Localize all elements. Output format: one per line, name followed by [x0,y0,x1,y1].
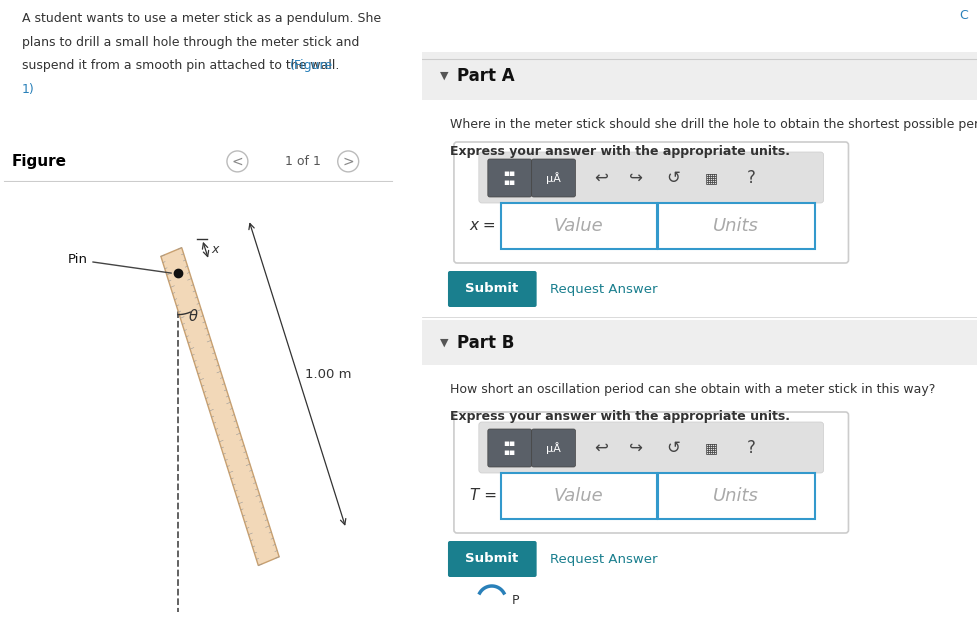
Text: Part A: Part A [457,67,515,85]
Text: $\theta$: $\theta$ [188,309,198,325]
Text: ?: ? [746,169,755,187]
Text: ↩: ↩ [594,439,609,457]
Text: x =: x = [470,219,496,233]
Text: 1 of 1: 1 of 1 [285,155,320,168]
Text: ▦: ▦ [704,441,717,455]
Text: Value: Value [554,217,604,235]
Text: Request Answer: Request Answer [550,553,658,566]
Text: Pin: Pin [67,253,171,273]
Text: Submit: Submit [465,282,519,295]
Text: μÅ: μÅ [546,442,561,454]
Text: suspend it from a smooth pin attached to the wall.: suspend it from a smooth pin attached to… [21,59,339,72]
Text: ▪▪
▪▪: ▪▪ ▪▪ [503,440,516,457]
Text: μÅ: μÅ [546,172,561,184]
Text: Request Answer: Request Answer [550,282,658,295]
Text: >: > [342,155,354,169]
FancyBboxPatch shape [448,271,536,307]
FancyBboxPatch shape [658,473,815,519]
Text: C: C [959,9,968,22]
Text: Express your answer with the appropriate units.: Express your answer with the appropriate… [450,145,790,158]
FancyBboxPatch shape [501,203,658,249]
Text: A student wants to use a meter stick as a pendulum. She: A student wants to use a meter stick as … [21,12,381,25]
Text: <: < [232,155,243,169]
Text: ↺: ↺ [666,169,680,187]
Text: ↺: ↺ [666,439,680,457]
Text: ↩: ↩ [594,169,609,187]
FancyBboxPatch shape [488,429,531,467]
Text: 1): 1) [21,83,34,96]
Text: Value: Value [554,487,604,505]
Text: P: P [512,594,519,606]
Text: 1.00 m: 1.00 m [305,367,352,381]
Text: ▦: ▦ [704,171,717,185]
Text: (Figure: (Figure [289,59,333,72]
Text: ▼: ▼ [440,338,448,348]
Text: Figure: Figure [12,154,66,169]
FancyBboxPatch shape [531,159,575,197]
Text: ?: ? [746,439,755,457]
Text: Express your answer with the appropriate units.: Express your answer with the appropriate… [450,410,790,423]
Text: T =: T = [470,488,497,504]
Text: How short an oscillation period can she obtain with a meter stick in this way?: How short an oscillation period can she … [450,383,935,396]
Polygon shape [161,248,279,566]
Text: Units: Units [713,217,759,235]
FancyBboxPatch shape [422,320,977,365]
FancyBboxPatch shape [531,429,575,467]
Text: ▼: ▼ [440,71,448,81]
FancyBboxPatch shape [479,422,824,473]
FancyBboxPatch shape [454,142,848,263]
Text: ↪: ↪ [629,439,643,457]
Text: ▪▪
▪▪: ▪▪ ▪▪ [503,169,516,187]
FancyBboxPatch shape [422,52,977,100]
Text: x: x [211,243,219,256]
FancyBboxPatch shape [488,159,531,197]
Text: plans to drill a small hole through the meter stick and: plans to drill a small hole through the … [21,36,360,49]
Text: Where in the meter stick should she drill the hole to obtain the shortest possib: Where in the meter stick should she dril… [450,118,977,131]
Text: Part B: Part B [457,334,514,352]
FancyBboxPatch shape [501,473,658,519]
FancyBboxPatch shape [448,541,536,577]
FancyBboxPatch shape [658,203,815,249]
FancyBboxPatch shape [454,412,848,533]
Text: ↪: ↪ [629,169,643,187]
Text: Units: Units [713,487,759,505]
FancyBboxPatch shape [479,152,824,203]
Text: Submit: Submit [465,553,519,566]
